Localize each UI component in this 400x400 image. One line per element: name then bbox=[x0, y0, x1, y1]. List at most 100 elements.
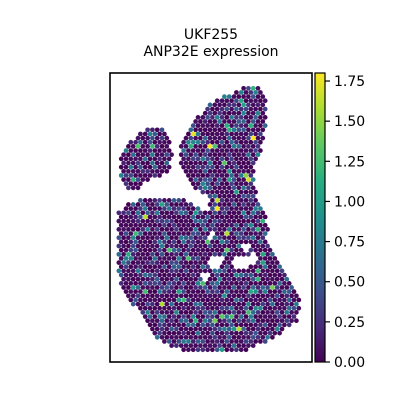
spot bbox=[260, 260, 266, 265]
spot bbox=[243, 330, 249, 336]
spot bbox=[200, 281, 206, 286]
spot bbox=[150, 318, 155, 324]
spot bbox=[200, 247, 206, 253]
spot bbox=[241, 276, 246, 282]
spot bbox=[236, 160, 242, 166]
spot bbox=[188, 268, 194, 274]
spot bbox=[258, 206, 263, 211]
spot bbox=[186, 314, 191, 319]
spot bbox=[238, 181, 244, 187]
spot bbox=[166, 264, 172, 270]
spot bbox=[229, 281, 234, 286]
spot bbox=[236, 334, 242, 340]
spot bbox=[118, 214, 124, 220]
spot bbox=[178, 326, 184, 332]
spot bbox=[277, 330, 282, 336]
spot bbox=[152, 173, 158, 178]
spot bbox=[118, 231, 124, 236]
spot bbox=[150, 301, 155, 307]
spot bbox=[229, 297, 234, 303]
spot bbox=[219, 297, 225, 303]
spot bbox=[289, 301, 294, 307]
spot bbox=[236, 94, 242, 99]
spot bbox=[183, 235, 189, 241]
spot bbox=[140, 310, 146, 315]
spot bbox=[188, 301, 194, 307]
spot bbox=[178, 268, 184, 274]
spot bbox=[238, 347, 244, 353]
spot bbox=[258, 297, 263, 303]
spot bbox=[190, 272, 196, 278]
spot bbox=[226, 177, 232, 182]
spot bbox=[126, 218, 131, 224]
spot bbox=[255, 218, 261, 224]
spot bbox=[219, 347, 225, 353]
spot bbox=[238, 247, 244, 253]
spot bbox=[138, 181, 143, 187]
spot bbox=[277, 305, 282, 311]
spot bbox=[260, 293, 266, 299]
spot bbox=[253, 281, 258, 286]
spot bbox=[162, 156, 167, 162]
spot bbox=[282, 281, 287, 286]
spot bbox=[159, 334, 165, 340]
spot bbox=[255, 285, 261, 290]
spot bbox=[162, 330, 167, 336]
spot bbox=[255, 301, 261, 307]
spot bbox=[186, 281, 191, 286]
spot bbox=[262, 314, 268, 319]
spot bbox=[253, 264, 258, 270]
spot bbox=[183, 268, 189, 274]
spot bbox=[217, 177, 222, 182]
spot bbox=[188, 276, 194, 282]
spot bbox=[258, 123, 263, 128]
spot bbox=[193, 135, 198, 141]
spot bbox=[181, 214, 186, 220]
spot bbox=[231, 334, 237, 340]
spot bbox=[162, 222, 167, 228]
spot bbox=[152, 148, 158, 153]
spot bbox=[154, 326, 160, 332]
spot bbox=[183, 210, 189, 216]
spot bbox=[176, 281, 182, 286]
spot bbox=[186, 222, 191, 228]
spot bbox=[224, 189, 230, 195]
spot bbox=[265, 276, 270, 282]
spot bbox=[248, 289, 254, 294]
spot bbox=[138, 164, 143, 170]
spot bbox=[274, 301, 280, 307]
spot bbox=[250, 177, 256, 182]
spot bbox=[243, 189, 249, 195]
spot bbox=[250, 227, 256, 232]
spot bbox=[116, 251, 122, 257]
spot bbox=[222, 160, 227, 166]
spot bbox=[190, 131, 196, 137]
spot bbox=[226, 326, 232, 332]
spot bbox=[159, 243, 165, 249]
spot bbox=[198, 185, 203, 191]
spot bbox=[226, 94, 232, 99]
spot bbox=[262, 305, 268, 311]
spot bbox=[166, 297, 172, 303]
spot bbox=[212, 343, 218, 348]
spot bbox=[210, 222, 215, 228]
spot bbox=[152, 247, 158, 253]
spot bbox=[135, 210, 141, 216]
spot bbox=[200, 214, 206, 220]
spot bbox=[183, 276, 189, 282]
spot bbox=[169, 251, 174, 257]
spot bbox=[222, 318, 227, 324]
spot bbox=[195, 214, 201, 220]
spot bbox=[210, 139, 215, 145]
spot bbox=[234, 281, 239, 286]
spot bbox=[205, 106, 210, 112]
spot bbox=[226, 168, 232, 174]
spot bbox=[243, 148, 249, 153]
spot bbox=[217, 193, 222, 199]
spot bbox=[147, 164, 153, 170]
spot bbox=[207, 135, 213, 141]
spot bbox=[255, 119, 261, 124]
spot bbox=[142, 131, 148, 137]
spot bbox=[243, 339, 249, 344]
spot bbox=[181, 297, 186, 303]
